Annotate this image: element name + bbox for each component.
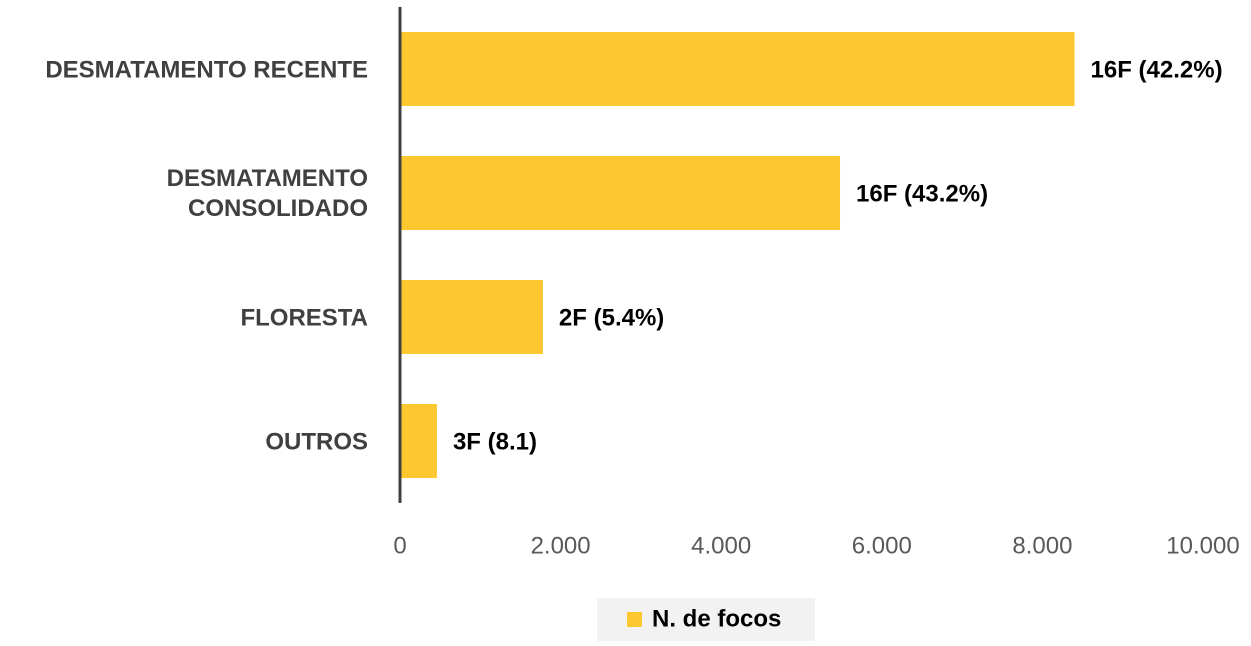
bar (400, 404, 437, 478)
x-tick-label: 6.000 (852, 532, 912, 559)
x-tick-label: 8.000 (1012, 532, 1072, 559)
annotation: 16F (42.2%) (1091, 56, 1223, 83)
y-tick-label: DESMATAMENTO CONSOLIDADO (167, 165, 368, 222)
bar (400, 32, 1075, 106)
y-tick-label: OUTROS (265, 428, 368, 455)
x-tick-label: 10.000 (1166, 532, 1239, 559)
annotation: 16F (43.2%) (856, 180, 988, 207)
annotation: 3F (8.1) (453, 428, 537, 455)
x-tick-label: 4.000 (691, 532, 751, 559)
bar (400, 280, 543, 354)
legend-swatch (627, 612, 642, 627)
y-tick-label: DESMATAMENTO RECENTE (45, 56, 368, 83)
x-tick-label: 2.000 (531, 532, 591, 559)
x-tick-label: 0 (393, 532, 406, 559)
legend-label: N. de focos (652, 605, 781, 632)
bar (400, 156, 841, 230)
annotation: 2F (5.4%) (559, 304, 664, 331)
y-tick-label: FLORESTA (240, 304, 368, 331)
